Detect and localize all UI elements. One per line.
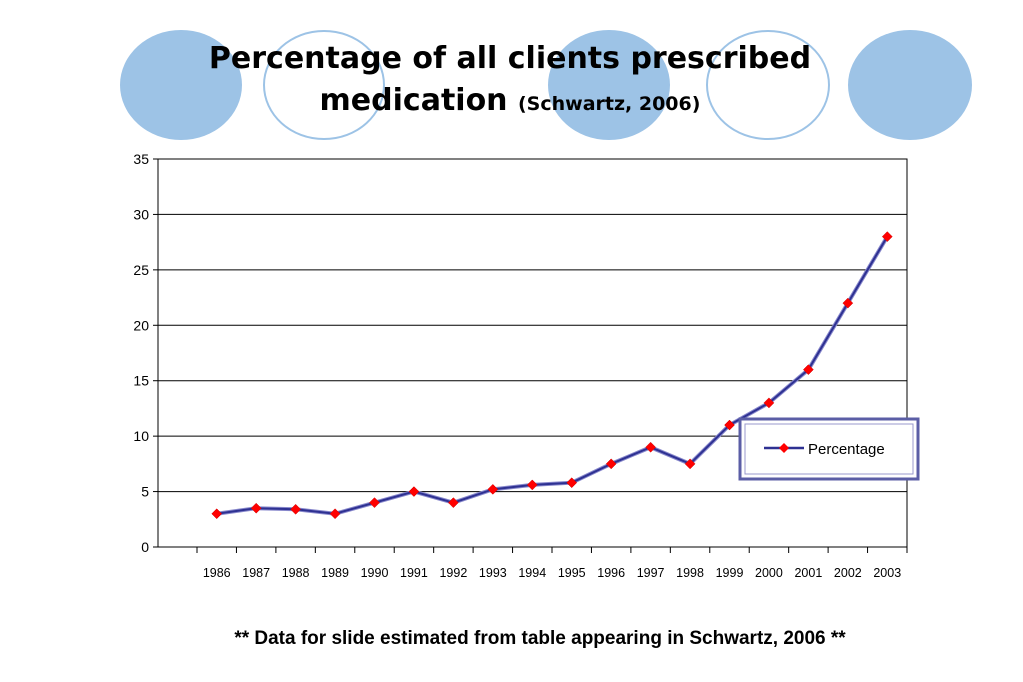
x-tick-label: 1995 (558, 566, 586, 580)
y-tick-label: 30 (133, 206, 149, 222)
y-tick-label: 25 (133, 262, 149, 278)
series-line (216, 236, 889, 515)
slide-title: Percentage of all clients prescribed med… (150, 38, 870, 125)
y-tick-label: 20 (133, 317, 149, 333)
data-point (605, 458, 617, 470)
y-tick-label: 0 (141, 539, 149, 555)
data-point (487, 484, 499, 495)
x-tick-label: 1994 (518, 566, 546, 580)
decorative-circle-4 (706, 30, 830, 140)
data-point (842, 297, 854, 309)
data-point (211, 508, 223, 520)
plot-frame (157, 158, 908, 548)
x-tick-label: 2001 (794, 566, 822, 580)
legend-inner-box (744, 423, 914, 475)
decorative-circle-2 (263, 30, 385, 140)
x-tick-label: 2003 (873, 566, 901, 580)
x-tick-label: 1997 (637, 566, 665, 580)
x-tick-label: 1998 (676, 566, 704, 580)
data-point (526, 479, 538, 491)
x-tick-label: 1992 (439, 566, 467, 580)
x-tick-label: 1999 (716, 566, 744, 580)
data-point (408, 486, 420, 497)
x-tick-label: 1996 (597, 566, 625, 580)
x-tick-label: 1990 (361, 566, 389, 580)
footnote: ** Data for slide estimated from table a… (234, 628, 846, 649)
y-tick-label: 35 (133, 151, 149, 167)
decorative-circle-5 (848, 30, 972, 140)
data-point (803, 364, 814, 375)
legend-marker (779, 443, 789, 453)
y-tick-label: 10 (133, 428, 149, 444)
x-tick-label: 1989 (321, 566, 349, 580)
x-tick-label: 2000 (755, 566, 783, 580)
x-tick-label: 1991 (400, 566, 428, 580)
legend: Percentage (738, 417, 920, 481)
data-point (448, 497, 459, 509)
legend-label: Percentage (808, 441, 885, 458)
x-tick-label: 1993 (479, 566, 507, 580)
data-point (566, 477, 578, 489)
x-tick-label: 1988 (282, 566, 310, 580)
y-tick-label: 5 (141, 484, 149, 500)
title-citation: (Schwartz, 2006) (517, 93, 701, 115)
data-point (329, 508, 341, 520)
x-tick-label: 2002 (834, 566, 862, 580)
data-point (645, 441, 656, 453)
data-point (881, 231, 893, 242)
y-tick-label: 15 (133, 373, 149, 389)
x-tick-label: 1986 (203, 566, 231, 580)
data-point (763, 397, 775, 409)
data-point (250, 502, 262, 514)
x-tick-label: 1987 (242, 566, 270, 580)
data-point (724, 419, 735, 431)
decorative-circle-3 (548, 30, 670, 140)
data-point (684, 458, 696, 470)
data-point (369, 497, 380, 509)
data-point (290, 503, 301, 515)
plot-area: 0 5 10 15 20 25 30 35 1986 1987 1988 1989 1990 1991 19… (133, 151, 920, 580)
decorative-circle-1 (120, 30, 242, 140)
title-main: Percentage of all clients prescribed med… (208, 41, 812, 118)
